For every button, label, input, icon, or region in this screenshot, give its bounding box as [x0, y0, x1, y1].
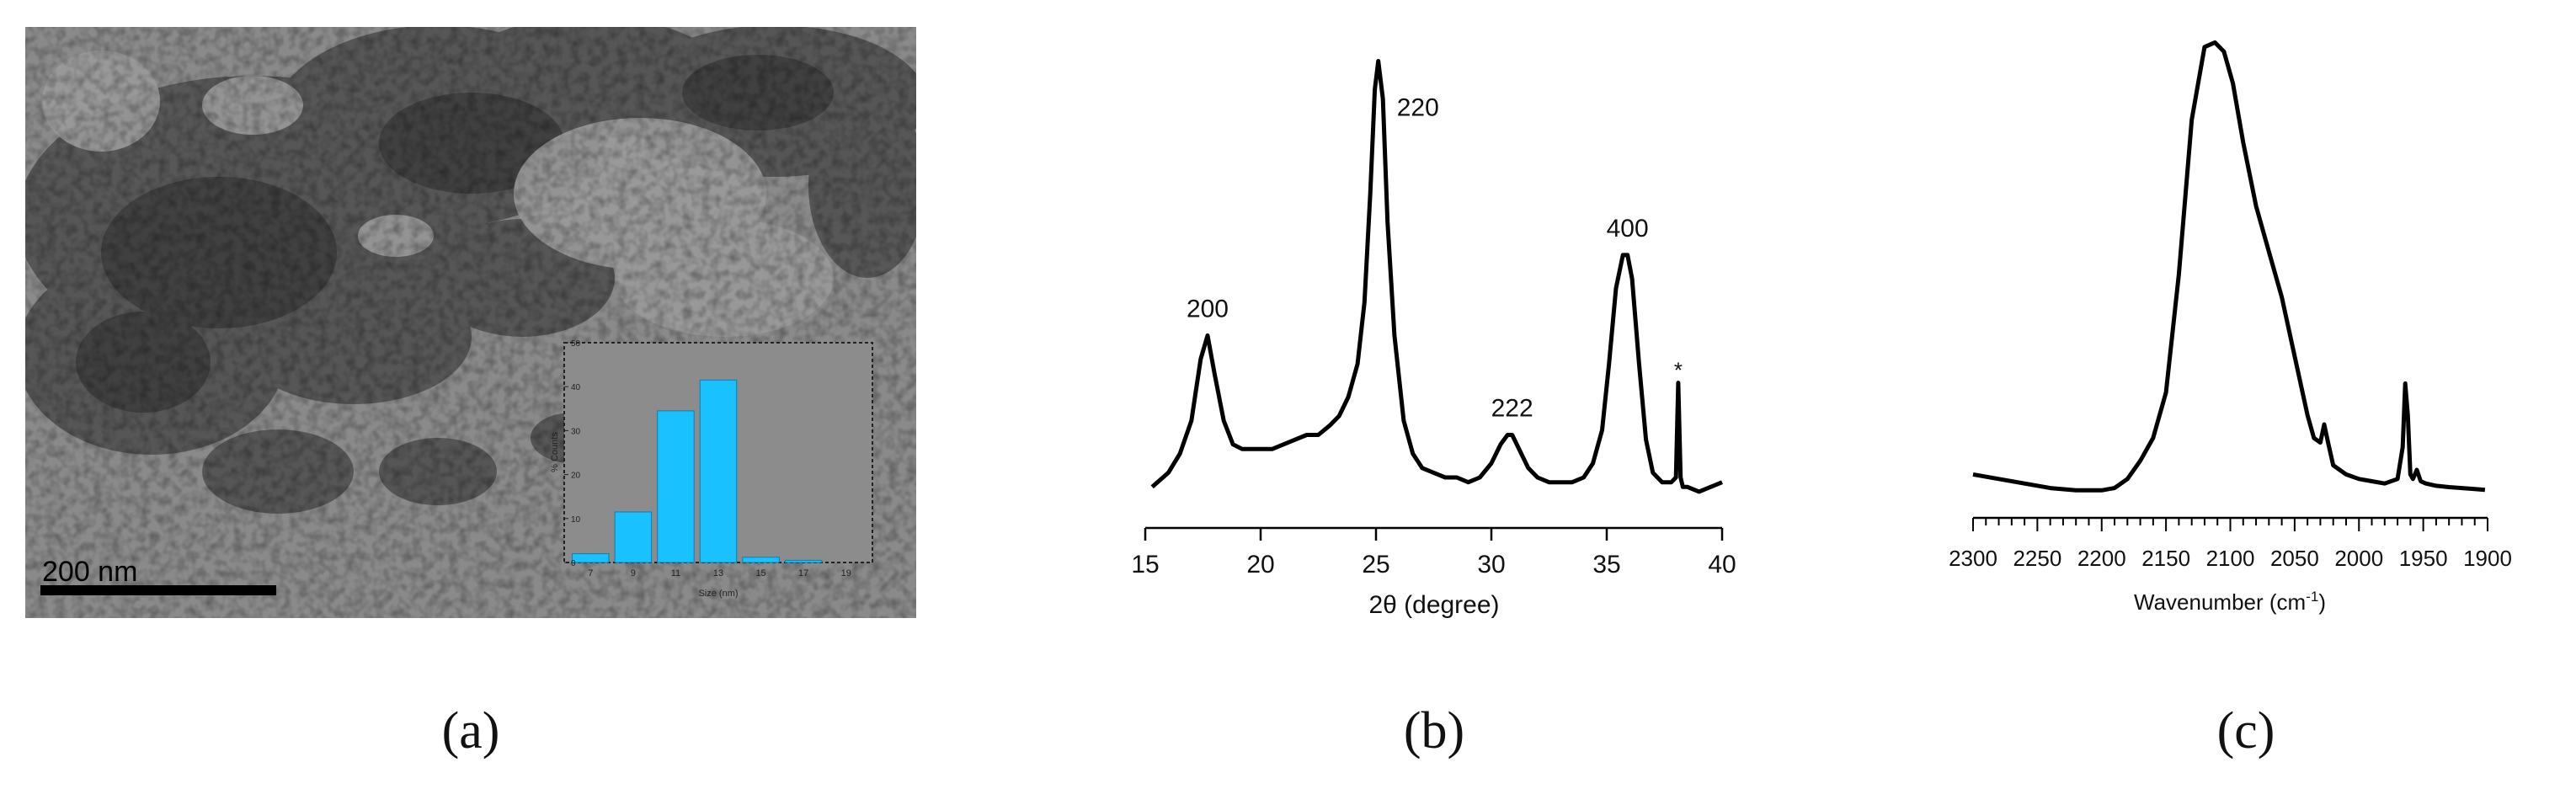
- xrd-peak-label-asterisk: *: [1674, 358, 1683, 383]
- scale-bar-label: 200 nm: [42, 556, 137, 588]
- ir-x-tick-2050: 2050: [2270, 546, 2319, 571]
- inset-x-tick-17: 17: [798, 568, 808, 578]
- inset-y-tick-40: 40: [571, 383, 581, 392]
- inset-x-tick-7: 7: [588, 568, 593, 578]
- inset-y-axis-label: % Counts: [550, 432, 560, 472]
- panel-b-xrd-chart: 15 20 25 30 35 40 200 220 222 400 * 2θ (degree): [1131, 59, 1736, 619]
- xrd-x-tick-25: 25: [1362, 551, 1389, 578]
- panel-c-ir-chart: 2300 2250 2200 2150 2100 2050 2000 1950 1900 Wav…: [1949, 40, 2512, 615]
- size-histogram-inset: 0 10 20 30 40 50 7 9 11 13 15 17 19 Size (nm) % Cou…: [550, 339, 873, 599]
- panel-a-tem-image: 200 nm 0 10 20 30 40 50 7 9 11 13 15 17 19 Size (nm…: [25, 27, 916, 618]
- histogram-bar-15: [742, 557, 780, 563]
- xrd-x-tick-35: 35: [1592, 551, 1620, 578]
- ir-x-tick-2250: 2250: [2013, 546, 2061, 571]
- ir-x-axis-label: Wavenumber (cm-1): [2134, 589, 2326, 615]
- xrd-peak-label-222: 222: [1491, 394, 1533, 422]
- histogram-bar-11: [657, 410, 695, 563]
- inset-y-tick-20: 20: [571, 472, 581, 481]
- ir-x-tick-1900: 1900: [2463, 546, 2512, 571]
- histogram-bar-7: [572, 553, 610, 563]
- inset-x-tick-15: 15: [755, 568, 765, 578]
- inset-x-tick-9: 9: [631, 568, 636, 578]
- ir-x-axis-label-suffix: ): [2318, 589, 2326, 615]
- ir-x-tick-2100: 2100: [2206, 546, 2255, 571]
- histogram-bar-17: [784, 559, 823, 563]
- caption-c: (c): [2217, 702, 2275, 760]
- xrd-pattern-line: [1150, 59, 1723, 494]
- ir-x-tick-1950: 1950: [2399, 546, 2448, 571]
- ir-x-axis-label-superscript: -1: [2306, 589, 2318, 605]
- inset-y-tick-10: 10: [571, 515, 581, 525]
- xrd-x-tick-30: 30: [1477, 551, 1505, 578]
- xrd-peak-label-400: 400: [1607, 215, 1649, 243]
- xrd-peak-label-220: 220: [1397, 93, 1439, 121]
- ir-spectrum-line: [1972, 40, 2486, 493]
- ir-x-tick-2300: 2300: [1949, 546, 1997, 571]
- histogram-bar-13: [699, 379, 738, 563]
- xrd-x-axis-label: 2θ (degree): [1368, 591, 1499, 619]
- xrd-x-tick-40: 40: [1708, 551, 1736, 578]
- inset-y-tick-0: 0: [571, 559, 576, 568]
- inset-x-tick-11: 11: [671, 568, 680, 578]
- caption-a: (a): [442, 702, 500, 760]
- xrd-peak-label-200: 200: [1187, 295, 1229, 323]
- ir-x-tick-2200: 2200: [2077, 546, 2126, 571]
- caption-b: (b): [1404, 702, 1464, 760]
- ir-x-tick-2150: 2150: [2141, 546, 2190, 571]
- ir-x-tick-2000: 2000: [2334, 546, 2383, 571]
- inset-y-tick-50: 50: [571, 339, 581, 349]
- inset-x-tick-13: 13: [713, 568, 723, 578]
- xrd-x-tick-15: 15: [1131, 551, 1159, 578]
- ir-x-axis-label-main: Wavenumber (cm: [2134, 589, 2306, 615]
- histogram-bar-9: [614, 511, 653, 563]
- inset-y-tick-30: 30: [571, 427, 581, 436]
- xrd-x-tick-20: 20: [1246, 551, 1274, 578]
- inset-x-tick-19: 19: [841, 568, 851, 578]
- inset-x-axis-label: Size (nm): [698, 589, 738, 599]
